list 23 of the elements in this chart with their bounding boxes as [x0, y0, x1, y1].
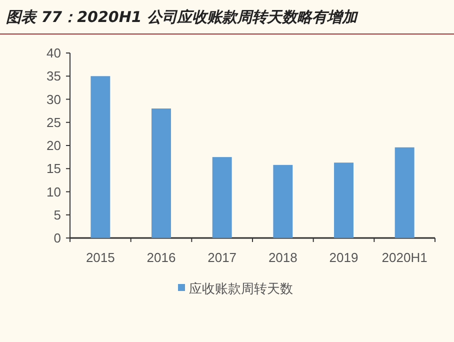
y-tick-label: 10	[46, 184, 61, 200]
legend-label: 应收账款周转天数	[189, 281, 293, 297]
y-tick-label: 40	[46, 46, 61, 60]
bar	[394, 147, 414, 238]
x-tick-label: 2016	[146, 250, 176, 265]
bar	[90, 76, 110, 238]
y-tick-label: 15	[46, 161, 61, 176]
y-tick-label: 25	[46, 114, 61, 130]
chart-title: 图表 77：2020H1 公司应收账款周转天数略有增加	[6, 8, 360, 26]
x-tick-label: 2015	[86, 250, 115, 265]
y-tick-label: 0	[54, 230, 61, 246]
bar	[334, 162, 354, 238]
y-tick-label: 5	[54, 207, 61, 222]
x-tick-label: 2018	[268, 250, 298, 265]
bar	[212, 157, 232, 238]
y-tick-label: 30	[46, 92, 61, 107]
bar	[273, 164, 293, 238]
bar	[152, 108, 171, 238]
x-tick-label: 2017	[208, 250, 237, 265]
y-tick-label: 20	[46, 138, 61, 153]
x-tick-label: 2019	[329, 250, 358, 265]
y-tick-label: 35	[46, 68, 61, 84]
x-tick-label: 2020H1	[382, 250, 428, 265]
